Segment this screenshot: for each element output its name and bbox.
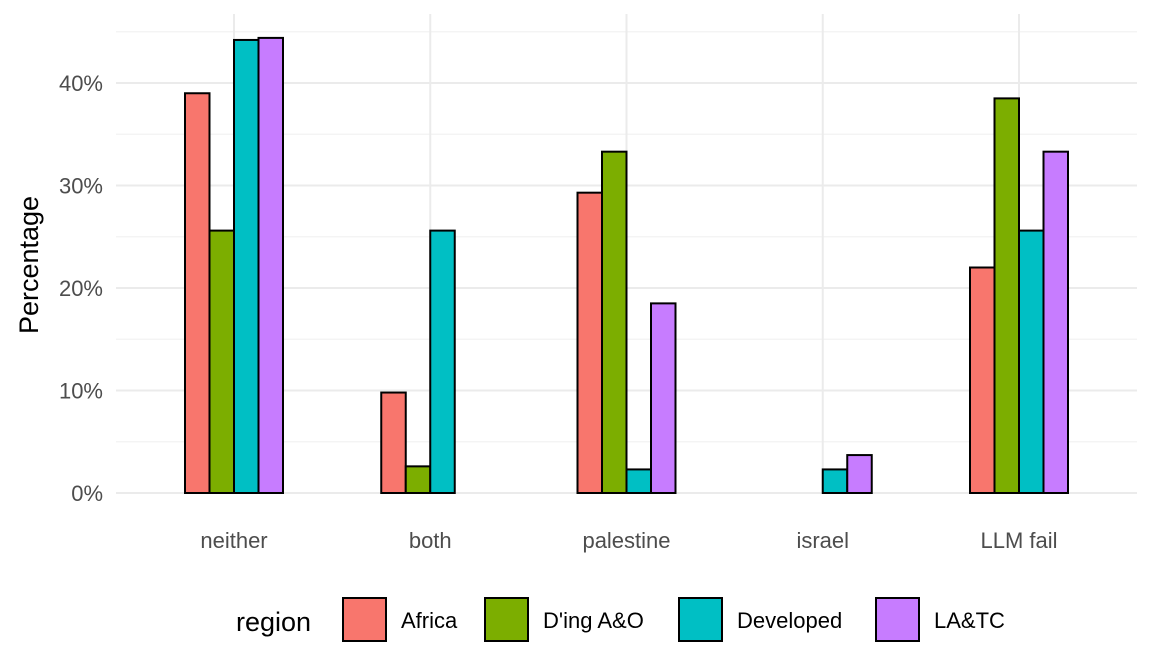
legend-title: region xyxy=(236,607,311,637)
bar-d-ing-a-o-both xyxy=(404,465,432,495)
legend-key-africa xyxy=(342,597,387,642)
bar-d-ing-a-o-palestine xyxy=(601,150,628,495)
legend-key-developed xyxy=(678,597,723,642)
bar-d-ing-a-o-llm-fail xyxy=(993,97,1020,494)
bar-africa-both xyxy=(380,391,407,494)
x-axis-ticks: neither both palestine israel LLM fail xyxy=(200,528,1057,553)
bar-d-ing-a-o-neither xyxy=(208,229,235,494)
bar-la-tc-israel xyxy=(846,454,873,495)
bar-developed-israel xyxy=(821,468,849,494)
y-tick-label: 30% xyxy=(59,174,103,199)
bar-la-tc-neither xyxy=(257,36,284,495)
bars xyxy=(184,36,1069,495)
bar-africa-neither xyxy=(184,92,211,494)
legend-key-d-ing-a-o xyxy=(484,597,529,642)
bar-africa-palestine xyxy=(576,191,603,495)
legend: region Africa D'ing A&O Developed LA&TC xyxy=(236,597,1005,642)
x-tick-label: israel xyxy=(796,528,849,553)
bar-developed-llm-fail xyxy=(1018,229,1045,494)
x-tick-label: both xyxy=(409,528,452,553)
x-tick-label: neither xyxy=(200,528,267,553)
y-tick-label: 20% xyxy=(59,276,103,301)
y-axis-ticks: 0% 10% 20% 30% 40% xyxy=(59,71,103,506)
bar-la-tc-llm-fail xyxy=(1042,150,1069,495)
legend-label: Developed xyxy=(737,608,842,633)
x-tick-label: palestine xyxy=(582,528,670,553)
bar-africa-llm-fail xyxy=(969,266,996,494)
bar-developed-both xyxy=(429,229,456,494)
legend-key-la-tc xyxy=(875,597,920,642)
bar-developed-palestine xyxy=(625,468,652,494)
legend-label: D'ing A&O xyxy=(543,608,644,633)
x-tick-label: LLM fail xyxy=(980,528,1057,553)
legend-label: LA&TC xyxy=(934,608,1005,633)
y-tick-label: 10% xyxy=(59,379,103,404)
bar-developed-neither xyxy=(233,38,260,494)
y-tick-label: 40% xyxy=(59,71,103,96)
y-tick-label: 0% xyxy=(71,481,103,506)
bar-la-tc-palestine xyxy=(650,302,677,494)
y-axis-title: Percentage xyxy=(14,196,44,334)
legend-label: Africa xyxy=(401,608,458,633)
